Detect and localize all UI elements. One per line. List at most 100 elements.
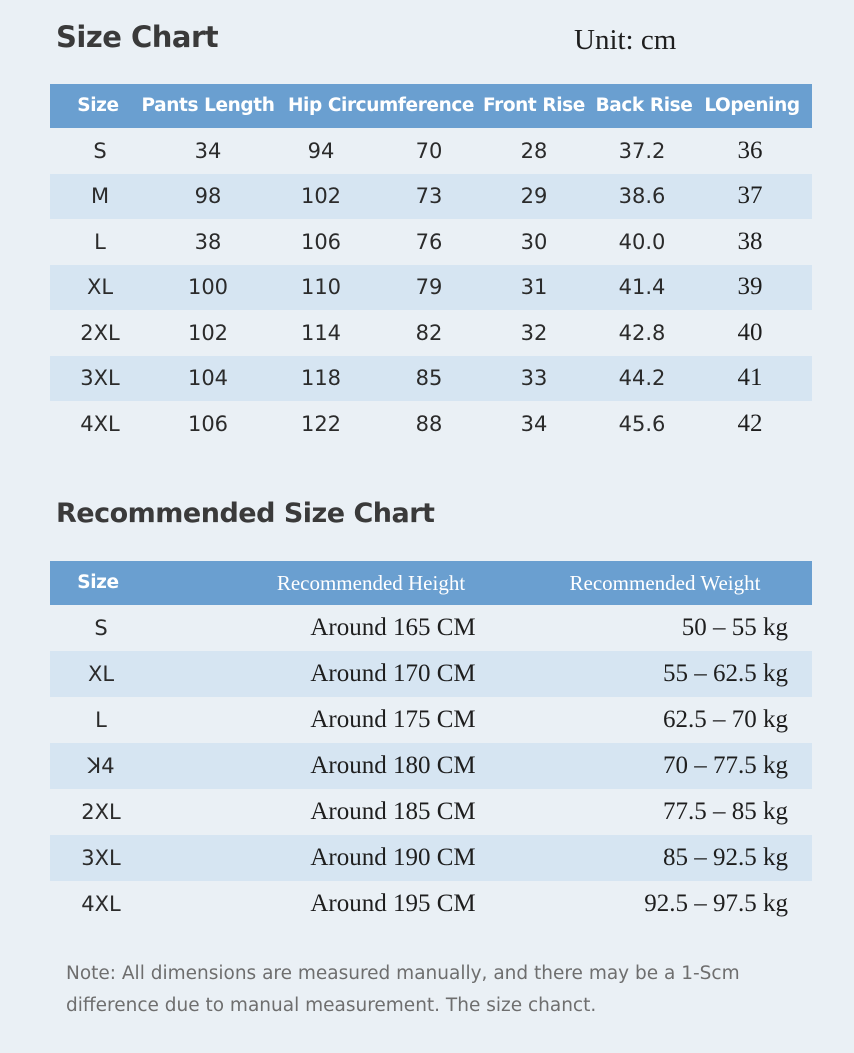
recommended-chart-title: Recommended Size Chart [56,498,435,529]
measurement-cell: 106 [300,229,342,254]
size-chart-row: L 38 106 76 30 40.0 38 [50,219,812,265]
size-chart-row: M 98 102 73 29 38.6 37 [50,173,812,219]
weight-cell: 50 – 55 kg [681,614,788,641]
measurement-cell: 82 [415,320,443,345]
size-cell: S [94,616,108,640]
measurement-cell: 31 [520,275,548,300]
weight-cell: 70 – 77.5 kg [663,752,788,779]
height-cell: Around 180 CM [310,752,476,779]
header-recommended-height: Recommended Height [276,571,466,595]
measurement-cell: 110 [300,275,342,300]
measurement-cell: 106 [187,411,229,436]
measurement-cell: 39 [737,273,763,301]
size-cell: XL [86,275,114,300]
header-recommended-weight: Recommended Weight [569,571,761,595]
size-cell: 3XL [81,846,121,870]
measurement-cell: 32 [520,320,548,345]
measurement-cell: 100 [187,275,229,300]
height-cell: Around 170 CM [310,660,476,687]
size-cell: S [93,138,107,163]
measurement-cell: 38.6 [618,184,666,209]
measurement-cell: 76 [415,229,443,254]
measurement-cell: 41.4 [618,275,666,300]
size-cell: 2XL [81,800,121,824]
measurement-note: Note: All dimensions are measured manual… [66,958,806,1022]
size-chart-row: S 34 94 70 28 37.2 36 [50,128,812,174]
recommended-chart-table: Size Recommended Height Recommended Weig… [50,561,812,927]
measurement-cell: 36 [737,136,763,164]
measurement-cell: 28 [520,138,548,163]
recommended-chart-row: ꓘ4 Around 180 CM 70 – 77.5 kg [50,743,812,789]
size-chart-title: Size Chart [56,20,219,54]
size-cell: 2XL [80,320,120,345]
size-cell: L [95,708,107,732]
size-cell: 4XL [80,411,120,436]
measurement-cell: 30 [520,229,548,254]
header-back-rise: Back Rise [595,95,693,116]
measurement-cell: 79 [415,275,443,300]
recommended-chart-row: 2XL Around 185 CM 77.5 – 85 kg [50,789,812,835]
recommended-chart-row: 4XL Around 195 CM 92.5 – 97.5 kg [50,881,812,927]
measurement-cell: 94 [307,138,335,163]
measurement-cell: 38 [737,227,763,255]
header-leg-opening: LOpening [704,95,800,116]
measurement-cell: 37.2 [618,138,666,163]
measurement-cell: 40 [737,318,763,346]
measurement-cell: 37 [737,182,763,210]
size-chart-header-row: Size Pants Length Hip Circumference Fron… [50,84,812,128]
recommended-chart-row: S Around 165 CM 50 – 55 kg [50,605,812,651]
size-cell: XL [87,662,115,686]
measurement-cell: 41 [737,364,763,392]
size-chart-row: 4XL 106 122 88 34 45.6 42 [50,401,812,447]
recommended-chart-header-row: Size Recommended Height Recommended Weig… [50,561,812,605]
size-chart-table: Size Pants Length Hip Circumference Fron… [50,84,812,447]
weight-cell: 92.5 – 97.5 kg [644,890,788,917]
recommended-chart-row: L Around 175 CM 62.5 – 70 kg [50,697,812,743]
height-cell: Around 175 CM [310,706,476,733]
unit-label: Unit: cm [574,24,677,56]
weight-cell: 85 – 92.5 kg [663,844,788,871]
measurement-cell: 38 [194,229,222,254]
height-cell: Around 165 CM [310,614,476,641]
measurement-cell: 102 [187,320,229,345]
measurement-cell: 42 [737,409,763,437]
header-pants-length: Pants Length [141,95,275,116]
measurement-cell: 34 [194,138,222,163]
size-chart-row: XL 100 110 79 31 41.4 39 [50,264,812,310]
measurement-cell: 45.6 [618,411,666,436]
recommended-chart-row: 3XL Around 190 CM 85 – 92.5 kg [50,835,812,881]
note-line-1: Note: All dimensions are measured manual… [66,963,740,984]
measurement-cell: 102 [300,184,342,209]
measurement-cell: 88 [415,411,443,436]
size-cell: L [94,229,106,254]
weight-cell: 55 – 62.5 kg [663,660,788,687]
measurement-cell: 70 [415,138,443,163]
height-cell: Around 195 CM [310,890,476,917]
size-cell: 3XL [80,366,120,391]
size-cell: ꓘ4 [87,754,115,778]
weight-cell: 77.5 – 85 kg [663,798,788,825]
height-cell: Around 190 CM [310,844,476,871]
note-line-2: difference due to manual measurement. Th… [66,995,597,1016]
measurement-cell: 122 [300,411,342,436]
size-cell: 4XL [81,892,121,916]
measurement-cell: 98 [194,184,222,209]
size-chart-row: 2XL 102 114 82 32 42.8 40 [50,310,812,356]
measurement-cell: 44.2 [618,366,666,391]
measurement-cell: 42.8 [618,320,666,345]
header-size: Size [77,95,119,116]
measurement-cell: 34 [520,411,548,436]
measurement-cell: 33 [520,366,548,391]
header-front-rise: Front Rise [483,95,585,116]
weight-cell: 62.5 – 70 kg [663,706,788,733]
measurement-cell: 73 [415,184,443,209]
size-cell: M [90,184,110,209]
size-chart-row: 3XL 104 118 85 33 44.2 41 [50,355,812,401]
header-size: Size [77,572,119,593]
measurement-cell: 104 [187,366,229,391]
recommended-chart-row: XL Around 170 CM 55 – 62.5 kg [50,651,812,697]
height-cell: Around 185 CM [310,798,476,825]
measurement-cell: 29 [520,184,548,209]
measurement-cell: 40.0 [618,229,666,254]
measurement-cell: 118 [300,366,342,391]
